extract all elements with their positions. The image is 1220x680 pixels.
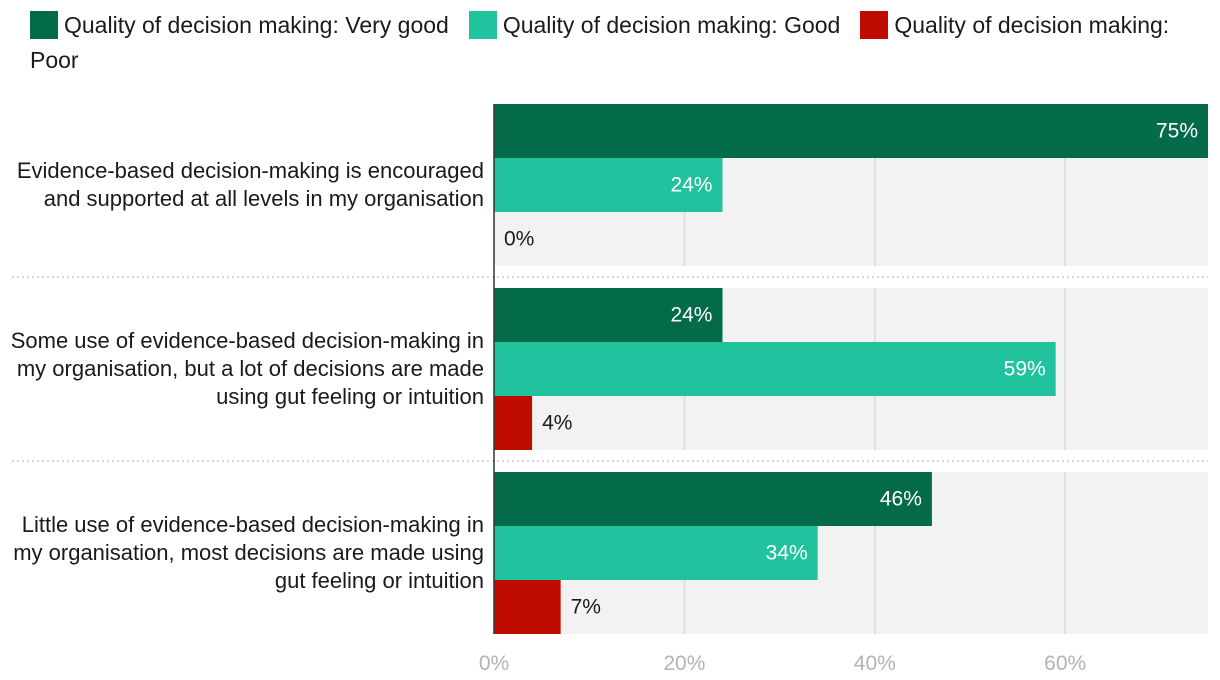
legend-label: Quality of decision making: Good — [502, 12, 841, 38]
legend-label: Quality of decision making: Poor — [30, 12, 1170, 73]
legend-swatch — [860, 11, 889, 39]
bar-value-label: 7% — [571, 596, 601, 619]
legend-item: Quality of decision making: Good — [468, 11, 841, 39]
legend-swatch — [30, 11, 58, 39]
bar — [494, 288, 723, 342]
bar — [494, 104, 1208, 158]
bar — [494, 580, 561, 634]
bar-value-label: 24% — [670, 174, 712, 197]
bar — [494, 526, 818, 580]
bar — [494, 396, 533, 450]
bar — [494, 158, 723, 212]
legend-item: Quality of decision making: Poor — [30, 11, 1170, 73]
bar-value-label: 0% — [504, 228, 534, 251]
bar-value-label: 4% — [542, 412, 572, 435]
bar-value-label: 75% — [1156, 120, 1198, 143]
bar-value-label: 34% — [766, 542, 808, 565]
legend-item: Quality of decision making: Very good — [30, 11, 449, 39]
category-label: Some use of evidence-based decision-maki… — [10, 328, 484, 409]
bar-value-label: 46% — [880, 488, 922, 511]
legend: Quality of decision making: Very good Qua… — [30, 8, 1210, 78]
legend-label: Quality of decision making: Very good — [64, 12, 449, 38]
category-label: Little use of evidence-based decision-ma… — [13, 512, 484, 593]
legend-swatch — [468, 11, 497, 39]
x-tick-label: 40% — [854, 652, 896, 675]
x-tick-label: 0% — [479, 652, 509, 675]
x-tick-label: 20% — [663, 652, 705, 675]
bar-value-label: 59% — [1004, 358, 1046, 381]
bar — [494, 342, 1056, 396]
bar-value-label: 24% — [670, 304, 712, 327]
category-label: Evidence-based decision-making is encour… — [16, 158, 484, 211]
x-tick-label: 60% — [1044, 652, 1086, 675]
bar — [494, 472, 932, 526]
